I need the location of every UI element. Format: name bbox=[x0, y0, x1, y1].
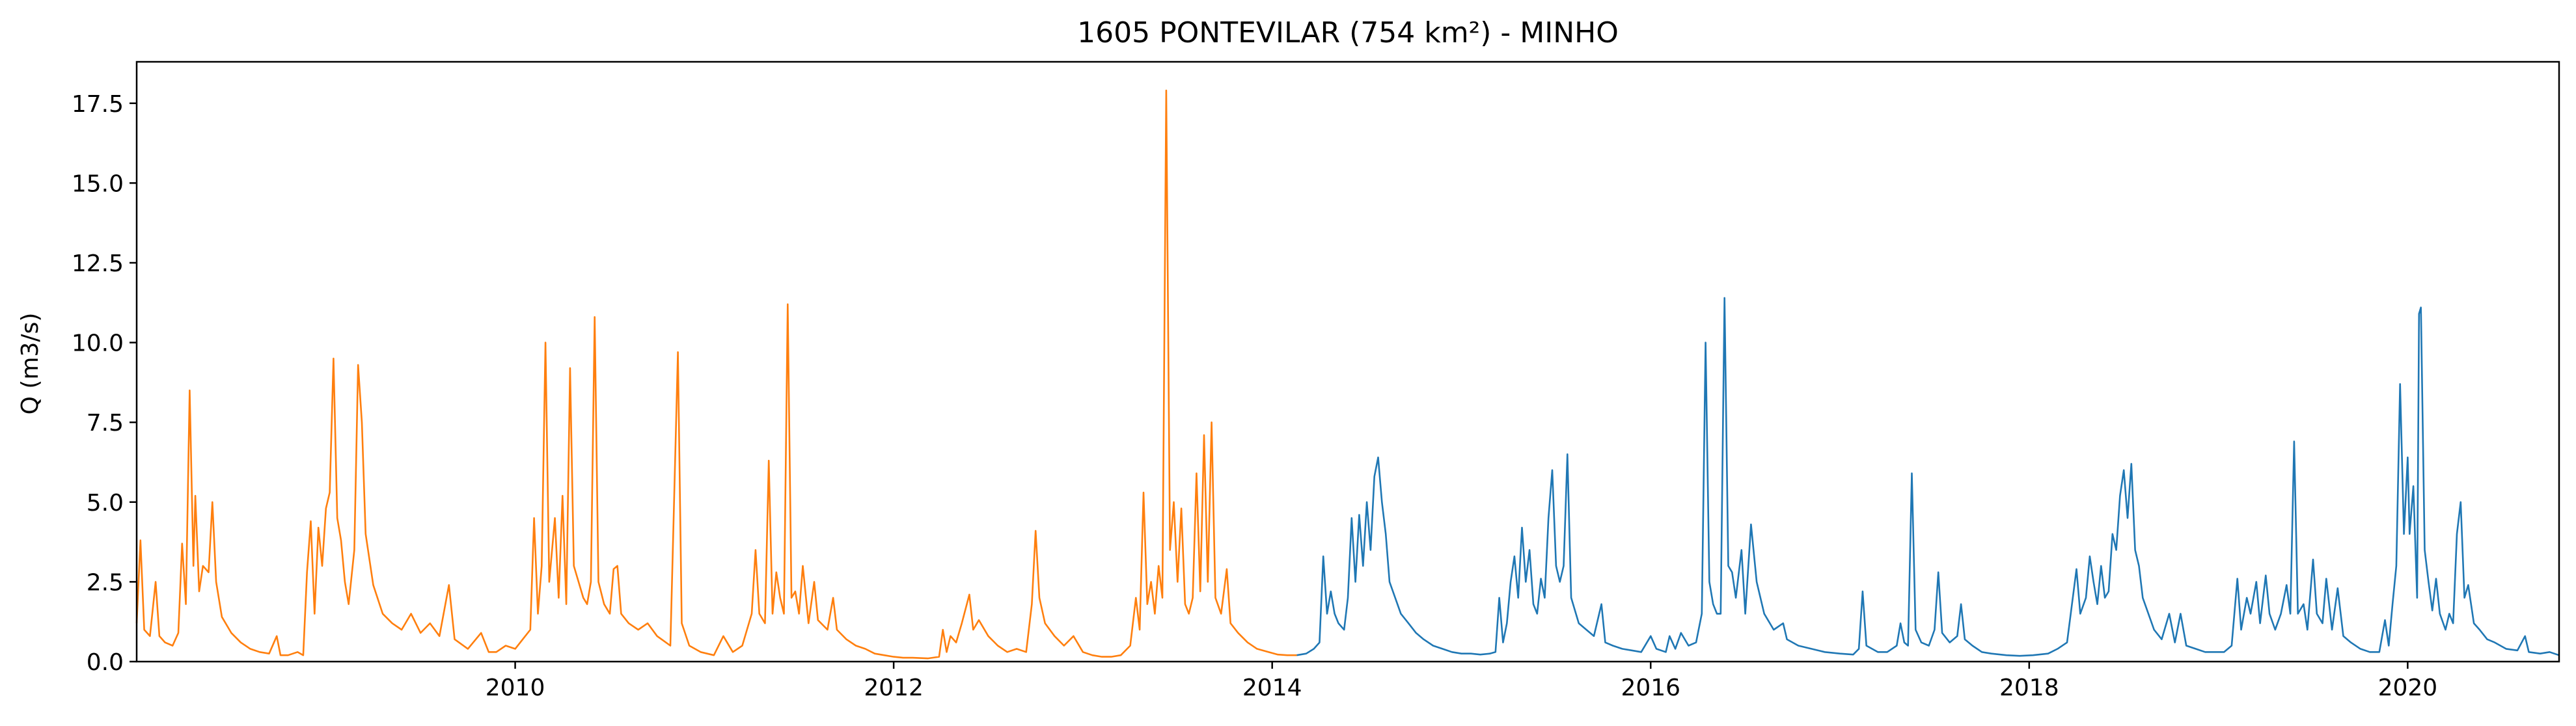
x-tick-label: 2012 bbox=[864, 675, 924, 701]
series-line-1 bbox=[135, 89, 1297, 660]
y-axis: 0.0 2.5 5.0 7.5 10.0 12.5 15.0 17.5 bbox=[72, 91, 137, 676]
y-tick-label: 10.0 bbox=[72, 330, 124, 357]
x-tick-label: 2014 bbox=[1242, 675, 1302, 701]
y-tick-label: 17.5 bbox=[72, 91, 124, 118]
series-layer bbox=[135, 89, 2560, 660]
x-axis: 2010 2012 2014 2016 2018 2020 bbox=[486, 662, 2437, 701]
chart-title: 1605 PONTEVILAR (754 km²) - MINHO bbox=[1077, 16, 1619, 49]
x-tick-label: 2020 bbox=[2378, 675, 2438, 701]
y-tick-label: 5.0 bbox=[87, 490, 124, 517]
y-tick-label: 7.5 bbox=[87, 410, 124, 437]
y-tick-label: 2.5 bbox=[87, 569, 124, 596]
x-tick-label: 2010 bbox=[486, 675, 545, 701]
y-tick-label: 0.0 bbox=[87, 649, 124, 676]
plot-frame bbox=[135, 60, 2560, 663]
y-tick-label: 12.5 bbox=[72, 250, 124, 277]
x-tick-label: 2018 bbox=[1999, 675, 2059, 701]
series-line-2 bbox=[1296, 297, 2560, 657]
y-axis-label: Q (m3/s) bbox=[17, 313, 44, 415]
y-tick-label: 15.0 bbox=[72, 170, 124, 197]
x-tick-label: 2016 bbox=[1621, 675, 1680, 701]
